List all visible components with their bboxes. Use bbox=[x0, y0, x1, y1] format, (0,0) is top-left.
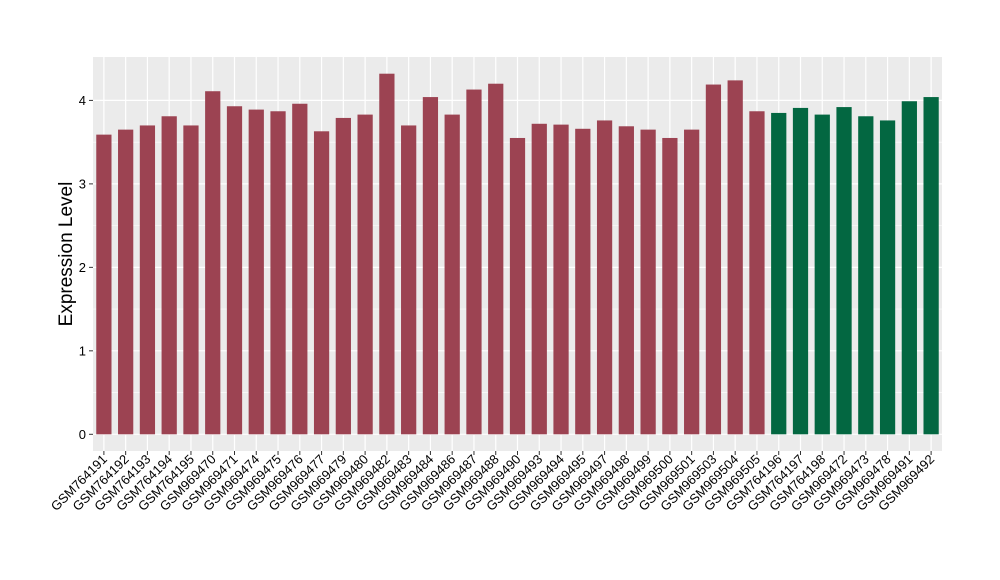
bar bbox=[139, 125, 156, 435]
bar bbox=[836, 107, 852, 435]
bar bbox=[771, 112, 787, 435]
bar bbox=[313, 131, 330, 435]
bar bbox=[531, 123, 547, 435]
bar bbox=[923, 97, 939, 435]
bar bbox=[662, 137, 678, 435]
bar bbox=[575, 128, 591, 435]
bar bbox=[749, 111, 765, 435]
bar bbox=[618, 126, 634, 435]
bar bbox=[226, 106, 243, 435]
bar bbox=[596, 120, 613, 435]
bar bbox=[248, 109, 264, 435]
bar bbox=[901, 101, 917, 435]
bar bbox=[292, 103, 308, 435]
bar bbox=[161, 116, 177, 435]
bar bbox=[183, 125, 199, 435]
bar bbox=[879, 120, 896, 435]
y-tick-label: 2 bbox=[79, 260, 86, 275]
bar bbox=[205, 91, 221, 435]
bar bbox=[118, 129, 134, 435]
bar bbox=[444, 114, 460, 435]
bar bbox=[379, 73, 395, 435]
bar bbox=[553, 124, 569, 435]
bar bbox=[640, 129, 656, 435]
bar bbox=[727, 80, 743, 435]
bar bbox=[684, 129, 700, 435]
x-axis: GSM764191GSM764192GSM764193GSM764194GSM7… bbox=[48, 451, 937, 514]
bar bbox=[858, 116, 874, 435]
bar bbox=[401, 125, 417, 435]
bar bbox=[814, 114, 830, 435]
bar bbox=[422, 97, 439, 435]
bar bbox=[270, 111, 286, 435]
bar bbox=[509, 137, 526, 435]
y-axis-title: Expression Level bbox=[56, 182, 77, 327]
y-tick-label: 0 bbox=[79, 427, 86, 442]
bar bbox=[705, 84, 722, 435]
bar bbox=[466, 89, 482, 435]
bar bbox=[488, 83, 504, 435]
bar bbox=[357, 114, 373, 435]
y-axis: 0 1 2 3 4 bbox=[79, 93, 93, 442]
bars bbox=[96, 73, 939, 435]
y-tick-label: 3 bbox=[79, 176, 86, 191]
bar bbox=[792, 107, 809, 435]
y-tick-label: 4 bbox=[79, 93, 86, 108]
bar bbox=[335, 117, 351, 435]
y-tick-label: 1 bbox=[79, 343, 86, 358]
bar bbox=[96, 134, 112, 435]
